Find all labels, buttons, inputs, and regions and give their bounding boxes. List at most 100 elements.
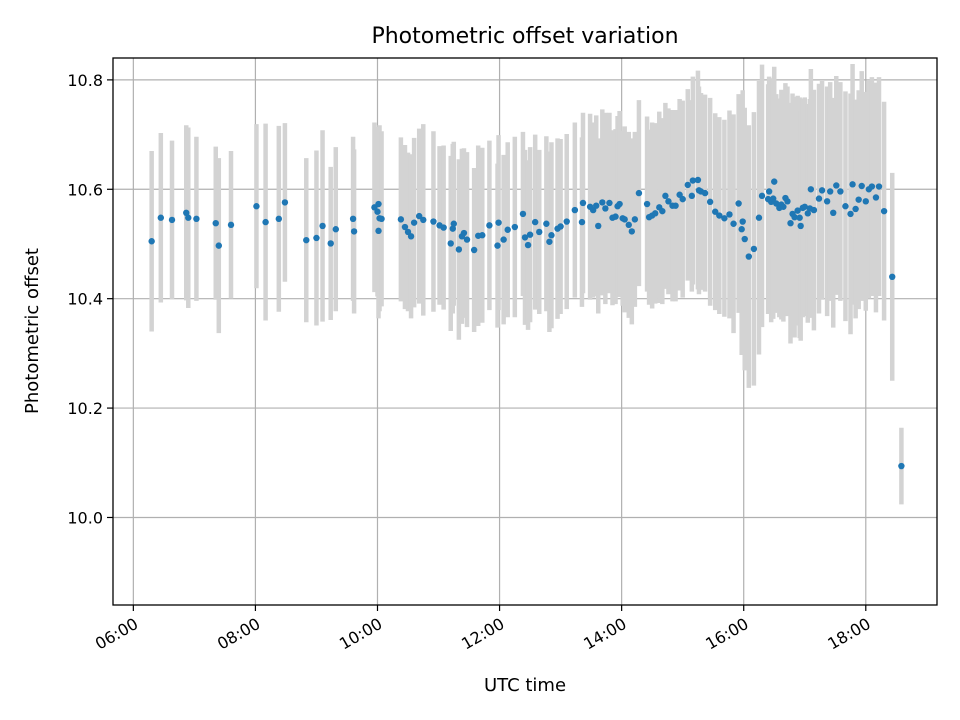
data-point xyxy=(616,200,623,208)
x-tick-label: 16:00 xyxy=(702,614,751,654)
data-points xyxy=(148,176,905,470)
data-point xyxy=(721,215,728,222)
data-point xyxy=(447,240,454,247)
data-point xyxy=(470,246,478,254)
data-point xyxy=(212,219,219,227)
data-point xyxy=(758,192,766,200)
data-point xyxy=(303,236,310,244)
data-point xyxy=(227,221,235,229)
data-point xyxy=(815,195,823,202)
data-point xyxy=(628,228,636,235)
x-tick-label: 08:00 xyxy=(214,614,263,654)
data-point xyxy=(818,187,826,194)
data-point xyxy=(730,220,737,227)
data-point xyxy=(548,232,555,239)
data-point xyxy=(672,202,679,209)
data-point xyxy=(262,218,269,226)
data-point xyxy=(332,226,339,233)
data-point xyxy=(716,212,723,219)
data-point xyxy=(689,177,697,184)
data-point xyxy=(662,192,669,200)
data-point xyxy=(797,222,804,230)
data-point xyxy=(450,220,457,227)
data-point xyxy=(543,220,550,227)
data-point xyxy=(643,200,651,208)
data-point xyxy=(500,236,507,243)
data-point xyxy=(833,182,840,189)
data-point xyxy=(606,199,613,207)
data-point xyxy=(494,242,501,249)
data-point xyxy=(579,199,587,207)
data-point xyxy=(193,215,200,223)
data-point xyxy=(659,207,666,215)
data-point xyxy=(375,200,382,208)
data-point xyxy=(531,218,539,226)
data-point xyxy=(486,222,493,229)
y-tick-label: 10.2 xyxy=(67,399,103,418)
data-point xyxy=(771,178,778,185)
data-point xyxy=(281,199,289,206)
data-point xyxy=(726,211,733,218)
data-point xyxy=(804,210,812,217)
data-point xyxy=(770,195,777,202)
data-point xyxy=(463,236,471,243)
data-point xyxy=(701,189,709,197)
data-point xyxy=(375,227,382,235)
data-point xyxy=(631,216,639,223)
x-tick-label: 10:00 xyxy=(336,614,385,654)
data-point xyxy=(784,198,791,205)
data-point xyxy=(430,218,437,225)
data-point xyxy=(780,203,787,210)
data-point xyxy=(401,223,409,231)
data-point xyxy=(602,205,609,212)
data-point xyxy=(625,221,632,229)
data-point xyxy=(842,203,849,210)
data-point xyxy=(791,213,798,221)
data-point xyxy=(215,242,222,249)
data-point xyxy=(847,210,854,218)
data-point xyxy=(185,214,192,221)
x-axis-label: UTC time xyxy=(484,675,566,696)
data-point xyxy=(872,194,880,201)
data-point xyxy=(455,246,463,253)
data-point xyxy=(612,213,619,220)
data-point xyxy=(319,222,326,230)
data-point xyxy=(397,216,405,223)
data-point xyxy=(735,200,742,207)
data-point xyxy=(275,215,283,223)
data-point xyxy=(595,222,602,230)
data-point xyxy=(479,232,486,239)
data-point xyxy=(460,229,468,237)
data-point xyxy=(796,214,803,221)
data-point xyxy=(837,188,844,195)
data-point xyxy=(524,241,532,249)
data-point xyxy=(563,218,570,225)
data-point xyxy=(880,207,888,215)
data-point xyxy=(410,219,418,226)
data-point xyxy=(889,273,896,280)
data-point xyxy=(741,235,748,243)
data-point xyxy=(801,203,808,210)
data-point xyxy=(855,196,862,203)
data-point xyxy=(830,209,837,217)
data-point xyxy=(823,198,831,205)
data-point xyxy=(511,223,519,231)
y-tick-label: 10.8 xyxy=(67,71,103,90)
data-point xyxy=(787,219,794,227)
data-point xyxy=(416,212,423,220)
data-point xyxy=(738,226,745,233)
data-point xyxy=(826,188,834,195)
data-point xyxy=(807,186,815,193)
data-point xyxy=(420,216,427,224)
data-point xyxy=(794,207,801,214)
data-point xyxy=(521,234,529,241)
data-point xyxy=(571,206,579,214)
data-point xyxy=(755,214,763,221)
data-point xyxy=(688,192,696,200)
data-point xyxy=(557,223,564,230)
data-point xyxy=(739,218,746,225)
data-point xyxy=(313,234,320,242)
data-point xyxy=(621,216,628,223)
data-point xyxy=(765,188,773,195)
